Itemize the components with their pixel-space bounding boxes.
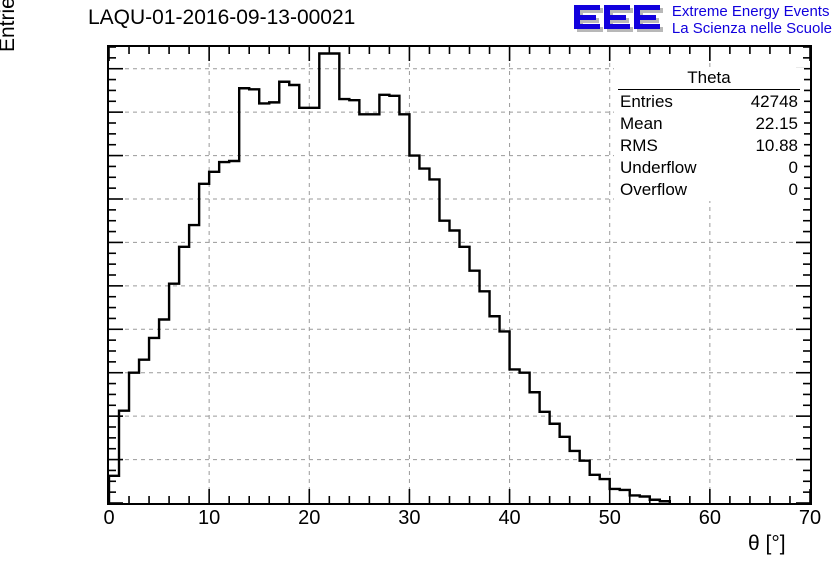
x-tick-label: 30 — [398, 507, 421, 529]
eee-logo-block: Extreme Energy Events La Scienza nelle S… — [573, 2, 832, 37]
stats-row: RMS 10.88 — [614, 135, 804, 157]
stats-row-key: Underflow — [620, 158, 697, 177]
eee-logo-icon — [573, 2, 665, 36]
x-tick-label: 40 — [498, 507, 521, 529]
stats-box: Theta Entries 42748 Mean 22.15 RMS 10.88 Under… — [614, 68, 804, 201]
stats-row-key: RMS — [620, 136, 658, 155]
stats-row-value: 0 — [788, 180, 798, 199]
x-tick-label: 60 — [698, 507, 721, 529]
x-tick-label: 20 — [298, 507, 321, 529]
stats-title: Theta — [618, 68, 800, 90]
axis-ticks — [109, 47, 810, 503]
stats-row-value: 22.15 — [755, 114, 798, 133]
stats-row-value: 0 — [788, 158, 798, 177]
stats-row: Overflow 0 — [614, 179, 804, 201]
page-title: LAQU-01-2016-09-13-00021 — [88, 6, 356, 29]
eee-logo-line1: Extreme Energy Events — [671, 3, 830, 20]
stats-row: Mean 22.15 — [614, 113, 804, 135]
eee-logo-text: Extreme Energy Events La Scienza nelle S… — [672, 2, 832, 37]
stats-row-value: 10.88 — [755, 136, 798, 155]
stats-row-value: 42748 — [750, 92, 798, 111]
stats-row-key: Overflow — [620, 180, 688, 199]
x-tick-label: 70 — [798, 507, 822, 529]
stats-row-key: Entries — [620, 92, 673, 111]
eee-logo-line2: La Scienza nelle Scuole — [671, 20, 832, 37]
x-tick-label: 50 — [598, 507, 621, 529]
x-tick-label: 10 — [198, 507, 221, 529]
stats-row: Underflow 0 — [614, 157, 804, 179]
stats-rows: Entries 42748 Mean 22.15 RMS 10.88 Underflow 0 O… — [614, 91, 804, 201]
stats-row: Entries 42748 — [614, 91, 804, 113]
stats-row-key: Mean — [620, 114, 663, 133]
x-axis-title: θ [°] — [748, 532, 786, 555]
histogram-outline — [109, 52, 671, 503]
y-axis-title: Entries/bin — [0, 0, 19, 52]
x-tick-label: 0 — [103, 507, 115, 529]
